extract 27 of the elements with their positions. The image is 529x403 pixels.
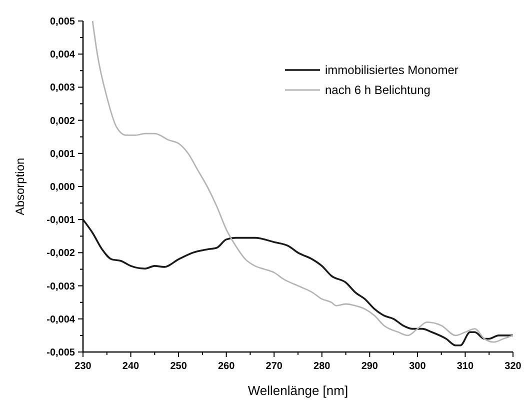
x-tick-label: 310 bbox=[456, 361, 474, 372]
x-tick-label: 280 bbox=[314, 361, 331, 372]
x-tick-label: 300 bbox=[409, 361, 426, 372]
y-tick-label: -0,005 bbox=[46, 348, 76, 358]
y-tick-label: 0,005 bbox=[50, 16, 76, 28]
y-axis-title: Absorption bbox=[13, 158, 27, 216]
line-series bbox=[82, 218, 514, 346]
y-tick-label: 0,004 bbox=[50, 50, 76, 61]
line-series bbox=[92, 20, 514, 343]
y-tick-label: 0,001 bbox=[50, 148, 76, 160]
y-tick-label: -0,001 bbox=[46, 215, 76, 226]
x-tick-label: 260 bbox=[218, 361, 236, 372]
x-tick-label: 250 bbox=[170, 361, 188, 372]
legend-label: immobilisiertes Monomer bbox=[325, 63, 458, 78]
y-tick-label: -0,002 bbox=[46, 248, 76, 260]
x-tick-label: 320 bbox=[504, 361, 522, 372]
y-tick-label: -0,003 bbox=[46, 281, 76, 292]
y-tick-label: 0,000 bbox=[50, 182, 76, 193]
x-tick-label: 290 bbox=[361, 361, 378, 372]
y-tick-label: 0,003 bbox=[50, 82, 76, 94]
legend-label: nach 6 h Belichtung bbox=[325, 83, 430, 98]
y-tick-label: 0,002 bbox=[50, 116, 76, 127]
x-tick-label: 240 bbox=[122, 361, 140, 372]
x-axis-title: Wellenlänge [nm] bbox=[248, 383, 348, 398]
x-tick-label: 270 bbox=[266, 361, 283, 372]
y-tick-label: -0,004 bbox=[46, 314, 76, 326]
x-tick-label: 230 bbox=[74, 361, 92, 372]
